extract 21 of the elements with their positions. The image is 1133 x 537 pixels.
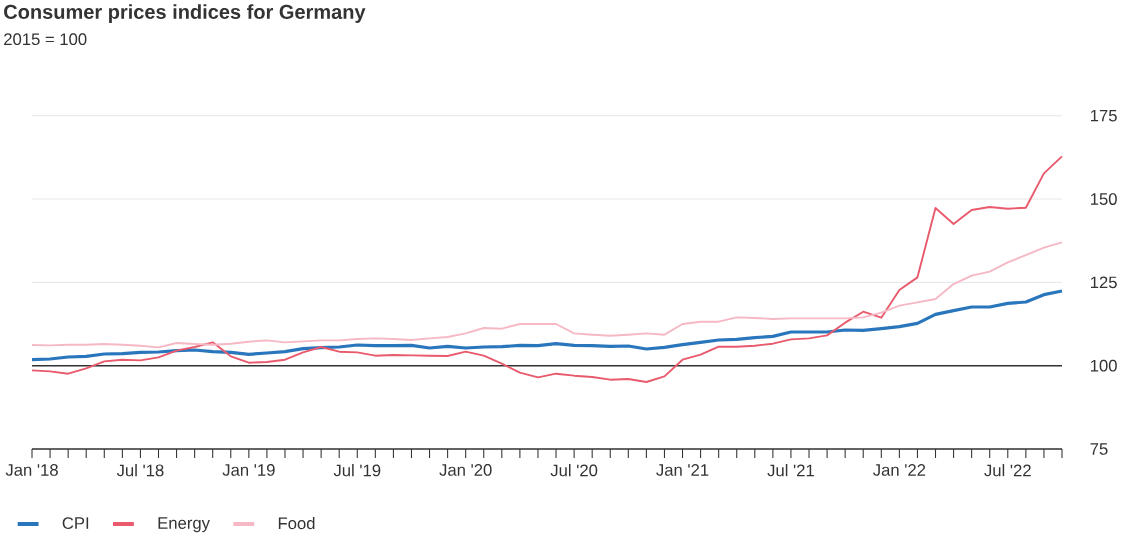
x-tick-label: Jul '19 — [333, 464, 381, 477]
x-tick-label: Jan '20 — [439, 464, 492, 476]
x-tick-label: Jan '19 — [222, 464, 275, 476]
y-tick-label: 100 — [1090, 359, 1117, 372]
legend-label: Food — [278, 516, 315, 530]
y-tick-label: 125 — [1090, 276, 1117, 289]
legend-label: Energy — [158, 517, 210, 533]
line-series — [31, 155, 1063, 383]
x-tick-label: Jan '21 — [656, 464, 709, 476]
y-tick-label: 175 — [1090, 109, 1117, 122]
x-tick-label: Jul '22 — [984, 464, 1031, 477]
chart-title: Consumer prices indices for Germany — [4, 4, 366, 23]
legend-label: CPI — [62, 517, 89, 529]
x-tick-label: Jan '22 — [873, 464, 926, 476]
y-tick-label: 75 — [1090, 443, 1108, 455]
x-tick-label: Jul '18 — [116, 464, 164, 477]
y-tick-label: 150 — [1090, 193, 1117, 205]
x-tick-label: Jul '20 — [550, 464, 598, 477]
x-tick-label: Jan '18 — [5, 464, 58, 476]
x-tick-label: Jul '21 — [767, 464, 814, 477]
chart-subtitle: 2015 = 100 — [4, 33, 87, 46]
